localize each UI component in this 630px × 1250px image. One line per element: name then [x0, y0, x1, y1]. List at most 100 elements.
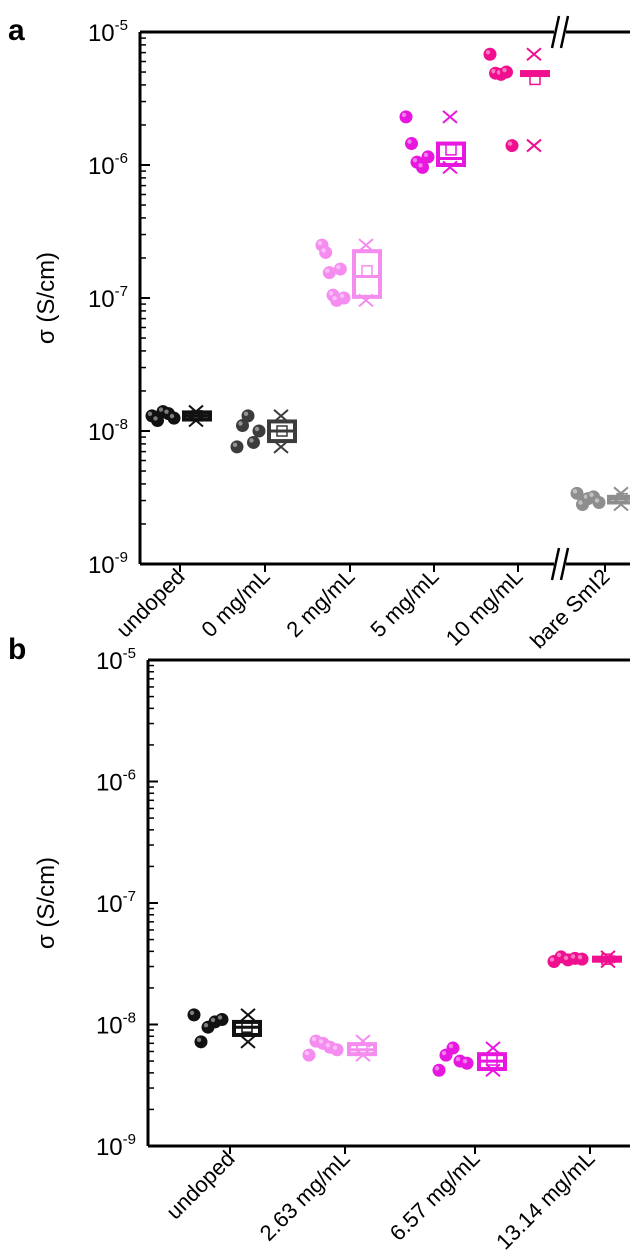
extreme-cross: [600, 950, 616, 964]
data-point-highlight: [169, 413, 175, 419]
axis-break-gap: [554, 560, 566, 568]
data-point-highlight: [153, 416, 158, 421]
panel-b-label: b: [8, 633, 27, 666]
axis-break-mark: [559, 15, 570, 49]
extreme-cross: [526, 138, 542, 153]
data-point-highlight: [423, 152, 429, 158]
mean-marker: [529, 73, 541, 86]
data-point: [194, 1035, 208, 1049]
y-tick-label: 10-9: [88, 549, 128, 579]
data-point: [432, 1063, 446, 1077]
x-tick-label: undoped: [161, 1146, 239, 1224]
mean-marker: [445, 144, 457, 156]
panel-a-label: a: [8, 14, 25, 47]
x-tick-label: 10 mg/mL: [441, 564, 528, 651]
data-point-highlight: [507, 141, 513, 146]
data-point-highlight: [549, 957, 555, 962]
data-point-highlight: [238, 421, 243, 426]
y-tick-label: 10-8: [96, 1010, 136, 1040]
data-point-highlight: [325, 268, 330, 273]
data-point-highlight: [318, 1039, 324, 1044]
data-point-highlight: [401, 112, 407, 118]
data-point: [575, 952, 589, 966]
data-point: [215, 1012, 229, 1026]
y-tick-label: 10-5: [96, 645, 136, 675]
data-point-highlight: [462, 1059, 468, 1064]
extreme-cross: [355, 1048, 371, 1062]
data-point-highlight: [448, 1043, 454, 1049]
data-point-highlight: [196, 1037, 202, 1043]
extreme-cross: [358, 293, 374, 308]
y-tick-label: 10-7: [96, 888, 136, 918]
x-tick-label: 2 mg/mL: [281, 564, 359, 642]
extreme-cross: [273, 409, 289, 423]
data-point: [333, 262, 347, 276]
y-axis-label: σ (S/cm): [33, 857, 60, 949]
x-tick-label: bare SmI2: [525, 564, 614, 653]
extreme-cross: [273, 440, 289, 454]
data-point-highlight: [311, 1036, 317, 1042]
extreme-cross: [613, 486, 629, 501]
data-point-highlight: [249, 438, 254, 443]
data-point-highlight: [325, 1043, 331, 1048]
data-point: [405, 137, 418, 151]
data-point: [302, 1048, 316, 1062]
data-point-highlight: [321, 248, 326, 253]
mean-marker: [486, 1054, 498, 1066]
axis-break-mark: [559, 547, 570, 581]
data-point-highlight: [455, 1056, 461, 1062]
y-tick-label: 10-6: [96, 767, 136, 797]
extreme-cross: [600, 954, 616, 969]
data-point: [241, 409, 255, 423]
data-point-highlight: [572, 489, 578, 494]
data-point-highlight: [407, 139, 412, 144]
mean-marker: [276, 425, 288, 437]
data-point-highlight: [332, 1045, 338, 1050]
chart-a: 10-9 10-8 10-7 10-6 10-5 σ (S/cm) undoped 0 mg/…: [33, 15, 630, 653]
data-point-highlight: [491, 69, 496, 74]
data-point: [483, 47, 497, 61]
x-tick-label: 5 mg/mL: [365, 564, 443, 642]
data-point-highlight: [147, 411, 153, 417]
extreme-cross: [526, 47, 542, 62]
data-point-highlight: [418, 163, 423, 168]
y-tick-label: 10-7: [88, 283, 128, 313]
mean-marker: [241, 1021, 253, 1033]
box: [436, 141, 466, 167]
y-tick-label: 10-6: [88, 150, 128, 180]
extreme-cross: [442, 160, 458, 175]
data-point: [230, 440, 244, 454]
data-point: [252, 424, 266, 438]
data-point: [319, 245, 333, 259]
x-tick-label: 2.63 mg/mL: [255, 1146, 355, 1246]
data-point-highlight: [317, 240, 323, 246]
data-point: [421, 150, 435, 164]
data-point: [337, 291, 351, 305]
data-point: [236, 418, 249, 432]
x-tick-label: 0 mg/mL: [196, 564, 274, 642]
box: [352, 249, 382, 299]
mean-marker: [361, 265, 373, 277]
data-point: [592, 496, 606, 510]
data-point-highlight: [336, 264, 341, 270]
data-point-highlight: [189, 1010, 195, 1016]
y-tick-label: 10-9: [96, 1131, 136, 1161]
extreme-cross: [613, 497, 629, 512]
x-tick-label: 6.57 mg/mL: [385, 1146, 485, 1246]
data-point: [322, 266, 336, 280]
data-point-highlight: [332, 296, 337, 301]
data-point-highlight: [570, 954, 576, 959]
data-point-highlight: [339, 293, 345, 299]
data-point-highlight: [232, 442, 238, 448]
data-point-highlight: [434, 1066, 440, 1071]
extreme-cross: [188, 404, 204, 419]
axis-break-mark: [550, 547, 561, 581]
x-tick-label: undoped: [111, 564, 189, 642]
data-point-highlight: [577, 954, 583, 960]
data-point: [570, 486, 584, 500]
data-point-highlight: [254, 426, 260, 432]
data-point: [500, 65, 513, 79]
axis-break-gap: [554, 28, 566, 36]
data-point-highlight: [563, 955, 569, 961]
data-point: [247, 435, 260, 449]
